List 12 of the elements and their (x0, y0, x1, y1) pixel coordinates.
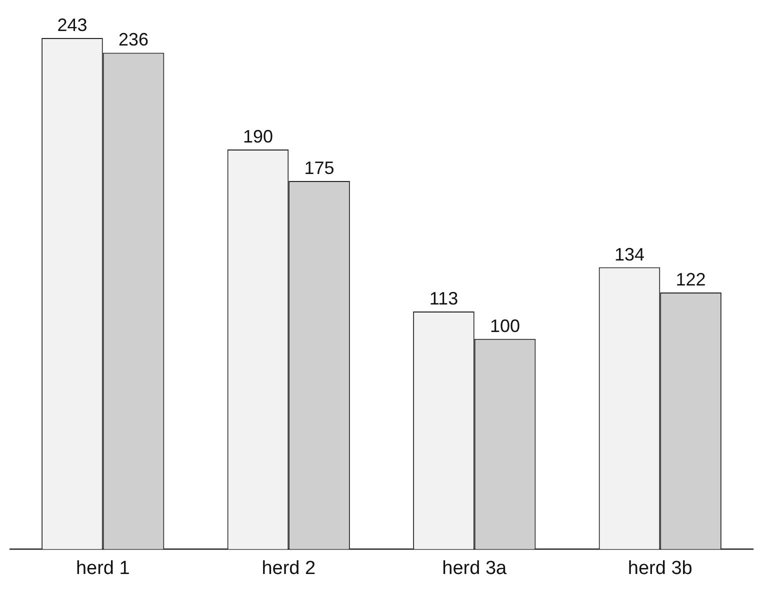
data-label: 243 (57, 14, 88, 35)
data-label: 236 (118, 30, 149, 50)
x-tick-label: herd 1 (76, 558, 130, 579)
data-label: 175 (304, 158, 334, 178)
data-label: 100 (490, 316, 520, 336)
data-label: 190 (242, 126, 273, 146)
x-tick-label: herd 3b (628, 558, 692, 579)
data-label: 113 (429, 288, 458, 308)
x-tick-label: herd 3a (442, 558, 508, 579)
x-tick-label: herd 2 (262, 558, 316, 579)
data-label: 134 (614, 244, 644, 264)
data-label: 122 (676, 270, 706, 290)
